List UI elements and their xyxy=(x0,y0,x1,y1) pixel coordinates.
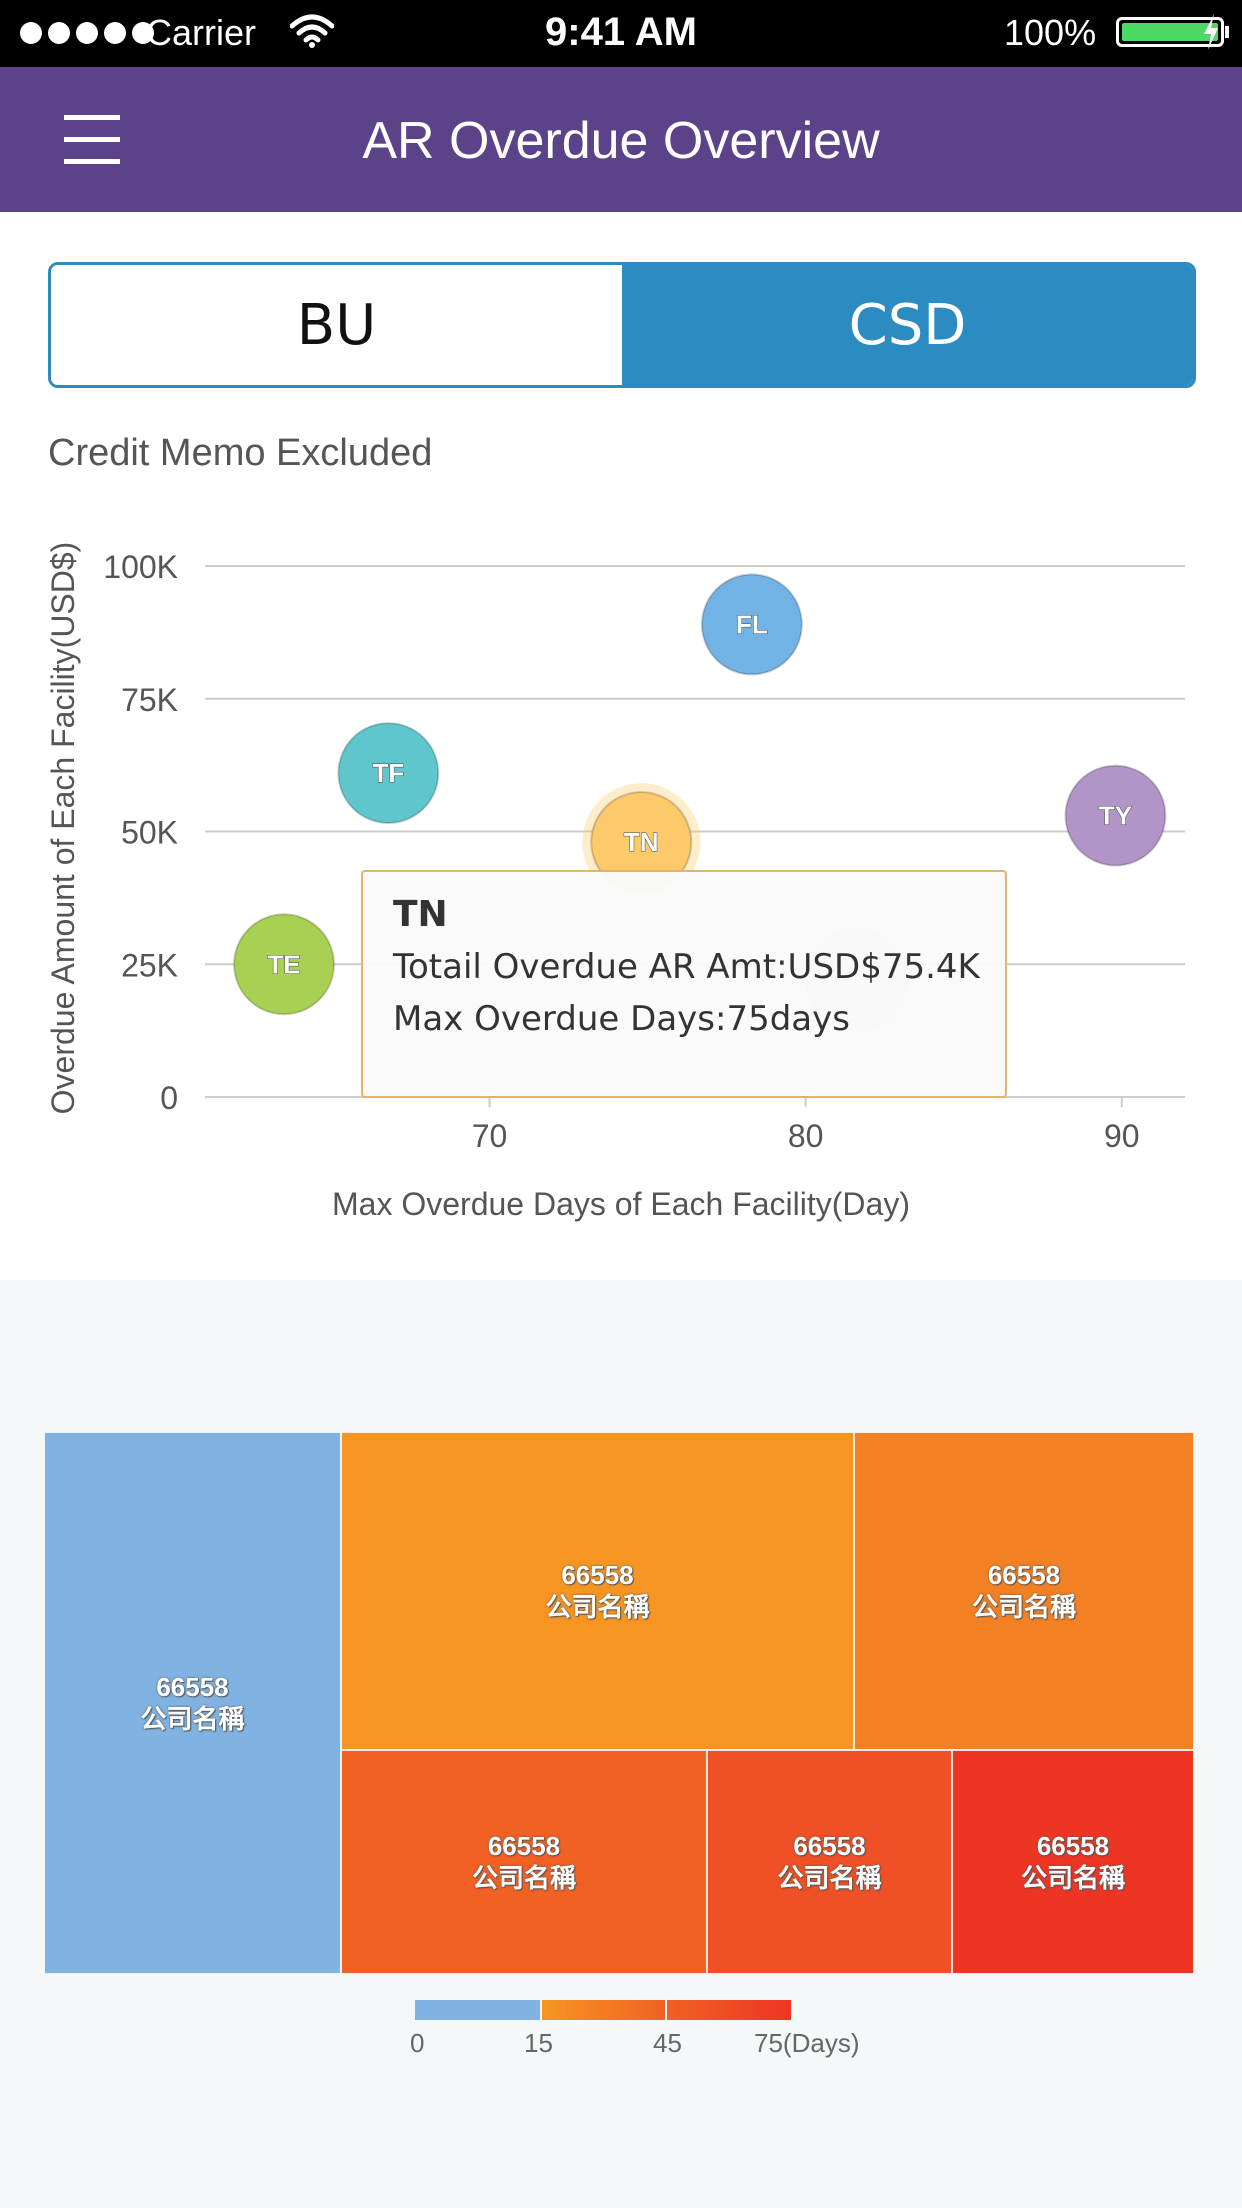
tile-company-name: 公司名稱 xyxy=(140,1704,245,1734)
treemap-tile[interactable]: 66558 公司名稱 xyxy=(854,1432,1194,1750)
hamburger-menu-icon[interactable] xyxy=(64,115,120,165)
tile-company-name: 公司名稱 xyxy=(471,1863,576,1893)
tile-company-name: 公司名稱 xyxy=(777,1863,882,1893)
page-title: AR Overdue Overview xyxy=(362,112,880,170)
y-tick-label: 75K xyxy=(121,682,178,718)
x-tick-label: 90 xyxy=(1104,1118,1140,1154)
y-tick-label: 100K xyxy=(103,549,178,585)
scale-label: 45 xyxy=(653,2028,682,2058)
charging-bolt-icon xyxy=(1204,14,1218,50)
tile-id: 66558 xyxy=(487,1831,561,1861)
treemap-tile[interactable]: 66558 公司名稱 xyxy=(44,1432,341,1974)
bubble-label: TY xyxy=(1099,801,1132,831)
y-tick-label: 0 xyxy=(160,1080,178,1116)
tile-id: 66558 xyxy=(987,1560,1061,1590)
x-tick-label: 80 xyxy=(788,1118,824,1154)
scale-segment xyxy=(415,2000,540,2020)
treemap-tile[interactable]: 66558 公司名稱 xyxy=(341,1432,854,1750)
y-axis-title: Overdue Amount of Each Facility(USD$) xyxy=(45,542,81,1115)
battery-percentage: 100% xyxy=(1004,12,1097,53)
tile-company-name: 公司名稱 xyxy=(545,1592,650,1622)
bubble-point xyxy=(337,722,440,825)
bubble-point xyxy=(1064,764,1167,867)
treemap-tile[interactable]: 66558 公司名稱 xyxy=(341,1750,707,1974)
tooltip-title: TN xyxy=(393,894,448,935)
treemap-tile[interactable]: 66558 公司名稱 xyxy=(707,1750,952,1974)
tile-id: 66558 xyxy=(1036,1831,1110,1861)
treemap: 66558 公司名稱 66558 公司名稱 66558 公司名稱 66558 公司名稱 6655… xyxy=(44,1432,1194,1974)
scale-label: 75(Days) xyxy=(754,2028,860,2058)
y-tick-label: 25K xyxy=(121,947,178,983)
status-bar: Carrier 9:41 AM 100% xyxy=(0,0,1242,67)
battery-tip xyxy=(1225,26,1229,38)
bu-csd-segmented-control: BU CSD xyxy=(48,262,1196,388)
scale-segment xyxy=(667,2000,792,2020)
bubble-label: TF xyxy=(372,758,404,788)
credit-memo-note: Credit Memo Excluded xyxy=(48,432,433,474)
chart-tooltip: TN Totail Overdue AR Amt:USD$75.4K Max O… xyxy=(361,870,1007,1098)
tooltip-days: Max Overdue Days:75days xyxy=(393,999,850,1039)
tooltip-amount: Totail Overdue AR Amt:USD$75.4K xyxy=(393,947,980,987)
signal-strength-icon xyxy=(20,22,154,44)
x-tick-label: 70 xyxy=(472,1118,508,1154)
scale-label: 0 xyxy=(410,2028,425,2058)
tile-id: 66558 xyxy=(793,1831,866,1861)
bubble-label: FL xyxy=(736,609,768,639)
bubble-point xyxy=(700,573,803,676)
scale-label: 15 xyxy=(524,2028,553,2058)
tile-id: 66558 xyxy=(561,1560,634,1590)
y-tick-label: 50K xyxy=(121,815,178,851)
battery-icon xyxy=(1116,17,1224,47)
tab-csd[interactable]: CSD xyxy=(622,265,1193,385)
treemap-section: 66558 公司名稱 66558 公司名稱 66558 公司名稱 66558 公司名稱 6655… xyxy=(0,1280,1242,2208)
treemap-tile[interactable]: 66558 公司名稱 xyxy=(952,1750,1194,1974)
tile-id: 66558 xyxy=(156,1672,229,1702)
wifi-icon xyxy=(290,14,334,48)
app-header: AR Overdue Overview xyxy=(0,67,1242,212)
tile-company-name: 公司名稱 xyxy=(971,1592,1076,1622)
tile-company-name: 公司名稱 xyxy=(1020,1863,1125,1893)
bubble-label: TE xyxy=(267,949,300,979)
scale-segment xyxy=(541,2000,666,2020)
color-scale-bar xyxy=(415,2000,792,2020)
tab-bu[interactable]: BU xyxy=(51,265,622,385)
carrier-name: Carrier xyxy=(146,12,257,53)
bubble-point xyxy=(233,913,336,1016)
x-axis-title: Max Overdue Days of Each Facility(Day) xyxy=(332,1186,910,1222)
bubble-label: TN xyxy=(624,827,659,857)
clock-time: 9:41 AM xyxy=(545,10,697,54)
